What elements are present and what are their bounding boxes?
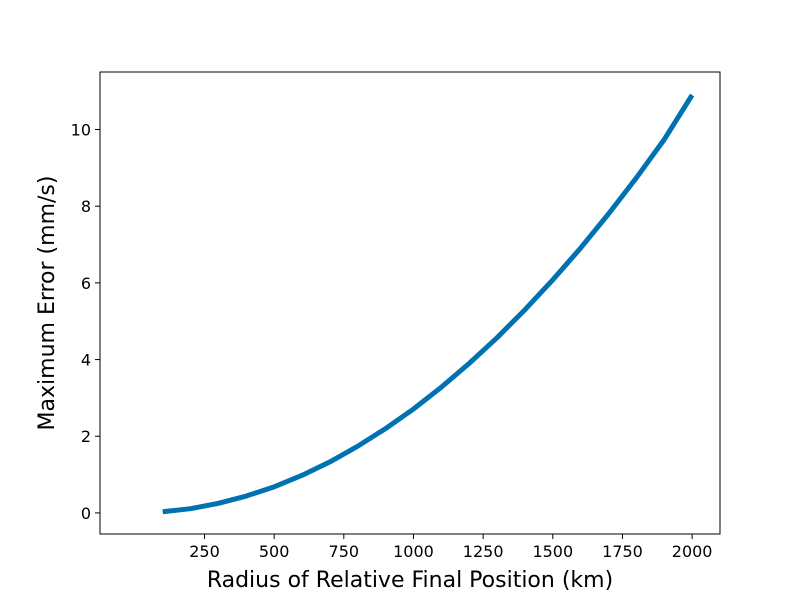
y-tick-label: 6 xyxy=(81,274,91,293)
plot-frame xyxy=(99,71,721,535)
x-tick-label: 250 xyxy=(189,542,220,561)
y-axis-label: Maximum Error (mm/s) xyxy=(35,176,60,431)
x-tick-label: 500 xyxy=(259,542,290,561)
y-tick-label: 10 xyxy=(71,121,91,140)
x-tick-label: 1250 xyxy=(463,542,504,561)
y-tick-label: 4 xyxy=(81,351,91,370)
x-tick-label: 1500 xyxy=(532,542,573,561)
x-axis-label: Radius of Relative Final Position (km) xyxy=(207,568,613,593)
series-layer xyxy=(162,93,695,515)
y-tick-label: 2 xyxy=(81,427,91,446)
x-tick-label: 2000 xyxy=(672,542,713,561)
series-line-0 xyxy=(162,93,695,515)
x-tick-label: 750 xyxy=(329,542,360,561)
x-tick-label: 1000 xyxy=(393,542,434,561)
y-tick-label: 0 xyxy=(81,504,91,523)
tick-layer: 250 500 750 1000 1250 1500 1750 2000 0 2 4 6 8 10 xyxy=(71,121,713,561)
y-tick-label: 8 xyxy=(81,197,91,216)
x-tick-label: 1750 xyxy=(602,542,643,561)
